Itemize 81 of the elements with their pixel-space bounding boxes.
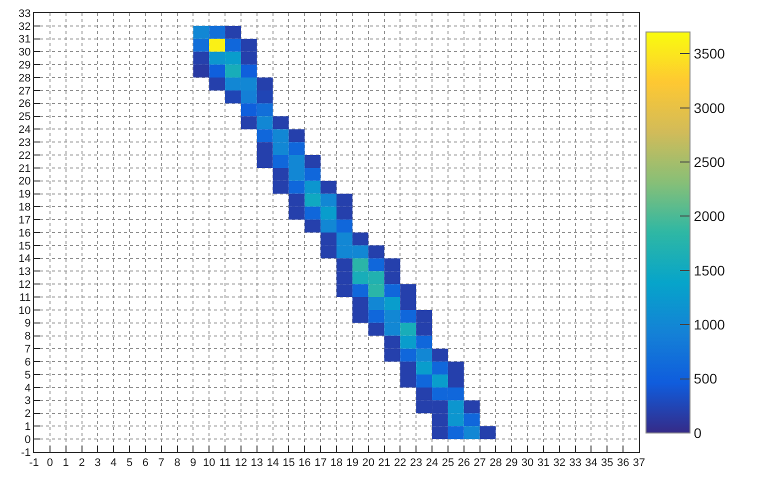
color-bar-label: 3500 — [694, 46, 726, 62]
y-tick-label: 28 — [18, 72, 31, 84]
y-tick-label: 25 — [18, 111, 31, 124]
y-tick-label: 10 — [18, 304, 31, 317]
y-tick-label: 23 — [18, 136, 31, 149]
y-tick-label: 2 — [24, 408, 31, 420]
x-tick-label: 31 — [537, 457, 550, 470]
x-tick-label: 19 — [346, 457, 359, 470]
y-tick-label: 24 — [18, 124, 31, 136]
x-tick-label: 1 — [62, 457, 69, 470]
x-tick-label: 17 — [314, 457, 327, 470]
color-bar-label: 1000 — [694, 316, 726, 333]
x-tick-label: 33 — [569, 457, 582, 470]
y-tick-label: 6 — [24, 356, 31, 368]
y-tick-label: 15 — [18, 240, 31, 252]
y-tick-label: -1 — [21, 446, 31, 459]
y-tick-label: 27 — [18, 85, 31, 98]
x-tick-label: 29 — [506, 457, 518, 470]
x-tick-label: 7 — [158, 457, 164, 470]
y-tick-label: 14 — [18, 253, 31, 266]
y-tick-label: 4 — [24, 382, 31, 394]
color-bar-label: 3000 — [694, 100, 726, 116]
y-tick-label: 29 — [18, 60, 31, 72]
x-tick-label: 20 — [362, 457, 374, 470]
color-bar-label: 500 — [694, 370, 718, 387]
x-tick-label: 2 — [78, 457, 85, 470]
x-tick-label: 13 — [250, 457, 264, 470]
y-tick-label: 18 — [18, 202, 31, 214]
x-tick-label: 12 — [234, 457, 248, 470]
x-tick-label: 26 — [458, 457, 470, 470]
x-tick-label: 8 — [174, 457, 180, 470]
x-tick-label: 9 — [190, 457, 196, 470]
x-tick-label: 28 — [490, 457, 502, 470]
y-tick-label: 19 — [18, 188, 31, 201]
x-tick-label: 23 — [410, 457, 422, 470]
x-tick-label: 37 — [632, 457, 646, 470]
y-tick-label: 0 — [24, 434, 31, 446]
y-tick-label: 20 — [18, 176, 31, 188]
y-tick-label: 32 — [18, 20, 31, 33]
y-tick-label: 30 — [18, 46, 31, 59]
x-tick-label: 35 — [601, 457, 614, 470]
x-tick-label: 32 — [553, 457, 566, 470]
y-tick-label: 13 — [18, 266, 31, 278]
color-bar-label: 0 — [694, 424, 702, 441]
x-tick-label: 4 — [110, 457, 117, 470]
y-tick-label: 21 — [18, 162, 31, 175]
x-tick-label: 10 — [203, 457, 216, 470]
x-tick-label: 34 — [585, 457, 598, 470]
y-tick-label: 8 — [24, 330, 31, 343]
x-tick-label: 22 — [394, 457, 406, 470]
y-tick-label: 3 — [24, 395, 31, 408]
color-bar-label: 2500 — [694, 154, 726, 170]
x-tick-label: 0 — [46, 457, 53, 470]
x-tick-label: 11 — [219, 457, 231, 470]
x-tick-label: 18 — [330, 457, 343, 470]
y-tick-label: 5 — [24, 369, 31, 382]
x-tick-label: 15 — [282, 457, 295, 470]
y-tick-label: 22 — [18, 150, 31, 162]
x-tick-label: 14 — [266, 457, 279, 470]
x-tick-label: 5 — [126, 457, 133, 470]
y-tick-label: 7 — [24, 344, 31, 356]
x-tick-label: 16 — [298, 457, 311, 470]
x-tick-label: 21 — [378, 457, 390, 470]
y-tick-label: 26 — [18, 98, 31, 110]
x-tick-label: 24 — [426, 457, 438, 470]
x-tick-label: 36 — [616, 457, 630, 470]
y-tick-label: 9 — [24, 318, 31, 330]
y-tick-label: 1 — [24, 421, 31, 434]
y-tick-label: 16 — [18, 227, 31, 240]
y-tick-label: 33 — [18, 8, 31, 20]
x-tick-label: 6 — [142, 457, 149, 470]
x-tick-label: 25 — [442, 457, 454, 470]
y-tick-label: 17 — [18, 214, 31, 226]
color-bar-label: 1500 — [694, 262, 726, 278]
y-tick-label: 31 — [18, 34, 31, 46]
x-tick-label: 30 — [521, 457, 534, 470]
y-tick-label: 12 — [18, 279, 31, 291]
x-tick-label: 3 — [94, 457, 101, 470]
y-tick-label: 11 — [19, 292, 31, 304]
x-tick-label: 27 — [474, 457, 486, 470]
color-bar-label: 2000 — [694, 208, 726, 224]
